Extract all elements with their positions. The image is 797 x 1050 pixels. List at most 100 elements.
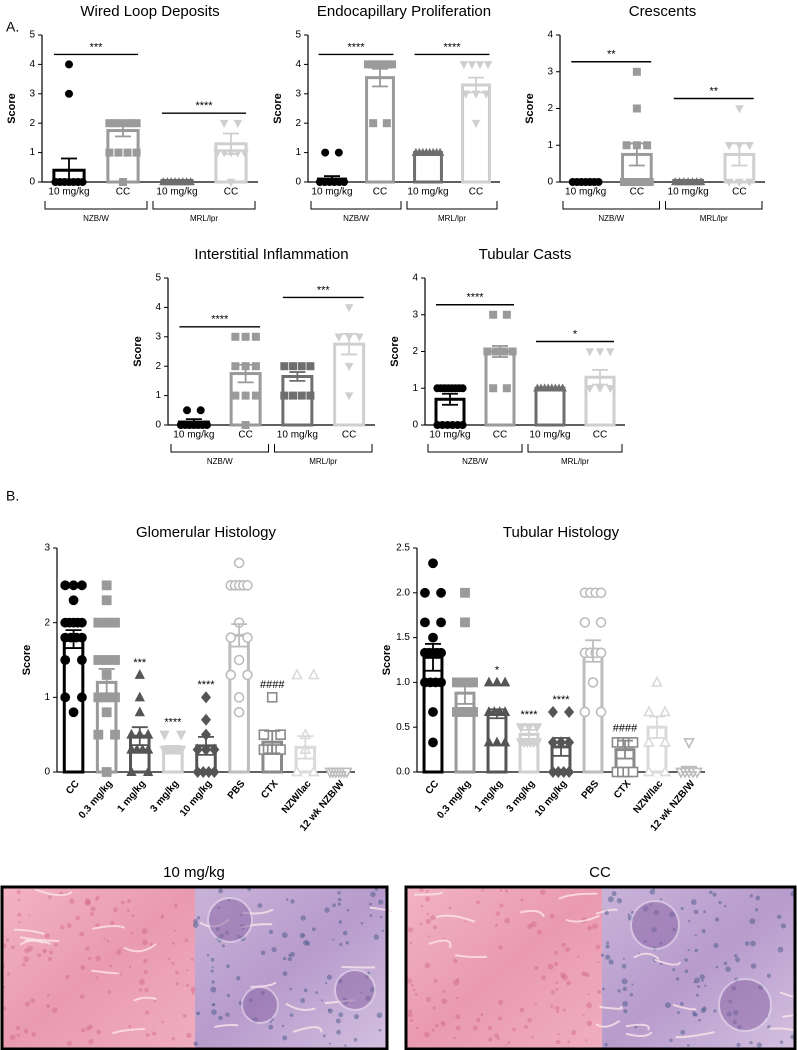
nucleus (597, 960, 600, 964)
significance: ** (607, 49, 616, 61)
nucleus (186, 1032, 192, 1039)
data-point (225, 669, 237, 681)
nucleus (268, 1024, 274, 1030)
data-point (78, 177, 87, 186)
x-tick-label: CTX (259, 778, 280, 801)
tubule (779, 991, 797, 999)
data-point (132, 119, 141, 128)
nucleus (499, 889, 503, 892)
nucleus (617, 989, 621, 993)
data-point (105, 148, 114, 157)
nucleus (260, 950, 266, 956)
data-point (291, 668, 303, 680)
data-point (242, 632, 253, 643)
nucleus (112, 907, 118, 913)
data-point (355, 333, 364, 342)
nucleus (152, 1031, 157, 1036)
nucleus (779, 1040, 784, 1045)
nucleus (346, 908, 350, 912)
nucleus (556, 1010, 560, 1014)
nucleus (455, 1025, 461, 1031)
nucleus (18, 920, 21, 924)
data-point (483, 736, 495, 747)
y-tick-label: 1 (295, 147, 301, 158)
nucleus (353, 1014, 360, 1020)
data-point (101, 580, 112, 591)
x-tick-label: CC (593, 430, 607, 441)
nucleus (24, 948, 30, 954)
nucleus (127, 899, 132, 904)
nucleus (344, 1044, 347, 1047)
nucleus (555, 1039, 561, 1045)
nucleus (44, 933, 50, 939)
data-point (595, 587, 607, 599)
nucleus (79, 994, 85, 999)
nucleus (52, 1007, 58, 1013)
nucleus (300, 998, 306, 1003)
nucleus (182, 1013, 187, 1018)
nucleus (171, 1037, 176, 1041)
data-point (114, 148, 123, 157)
nucleus (442, 937, 446, 940)
tubule (435, 914, 476, 923)
x-tick-label: CC (373, 187, 387, 198)
nucleus (378, 1028, 382, 1032)
nucleus (16, 1033, 20, 1037)
nucleus (84, 900, 91, 907)
nucleus (549, 913, 555, 919)
chart-title: Wired Loop Deposits (80, 3, 219, 20)
group-label: NZB/W (462, 457, 488, 466)
nucleus (555, 987, 559, 991)
nucleus (715, 965, 719, 969)
y-tick-label: 3 (44, 543, 50, 554)
nucleus (780, 923, 787, 929)
data-point (213, 149, 222, 158)
tubule (672, 1003, 697, 1011)
nucleus (611, 891, 617, 897)
significance: #### (613, 723, 638, 735)
nucleus (455, 978, 460, 982)
data-point (231, 391, 240, 400)
nucleus (174, 903, 178, 908)
nucleus (604, 1043, 608, 1047)
group-label: MRL/lpr (561, 457, 589, 466)
y-tick-label: 0.5 (396, 722, 410, 733)
nucleus (30, 998, 36, 1004)
nucleus (2, 1006, 7, 1011)
data-point (508, 347, 517, 356)
nucleus (145, 1033, 150, 1037)
nucleus (149, 942, 154, 947)
nucleus (96, 895, 100, 899)
nucleus (712, 892, 717, 897)
nucleus (66, 1040, 73, 1047)
tubule (414, 891, 443, 896)
data-point (595, 647, 607, 659)
data-point (547, 705, 558, 718)
tubule (24, 939, 52, 945)
nucleus (10, 945, 15, 950)
data-point (515, 723, 527, 734)
data-point (696, 177, 706, 186)
nucleus (623, 1009, 628, 1014)
nucleus (41, 948, 47, 954)
nucleus (85, 1025, 91, 1031)
y-tick-label: 0 (44, 767, 50, 778)
nucleus (281, 1024, 285, 1027)
significance: *** (317, 284, 331, 296)
data-point (579, 706, 591, 718)
y-tick-label: 2 (44, 617, 50, 628)
nucleus (427, 935, 430, 938)
data-point (297, 391, 306, 400)
data-point (547, 736, 558, 749)
data-point (289, 362, 298, 371)
nucleus (669, 1038, 673, 1043)
nucleus (141, 928, 148, 935)
nucleus (571, 1030, 577, 1036)
data-point (502, 384, 511, 393)
data-point (123, 148, 132, 157)
y-tick-label: 2.0 (396, 587, 410, 598)
nucleus (777, 946, 784, 953)
nucleus (565, 946, 571, 952)
tubule (768, 1027, 797, 1033)
nucleus (541, 975, 547, 980)
